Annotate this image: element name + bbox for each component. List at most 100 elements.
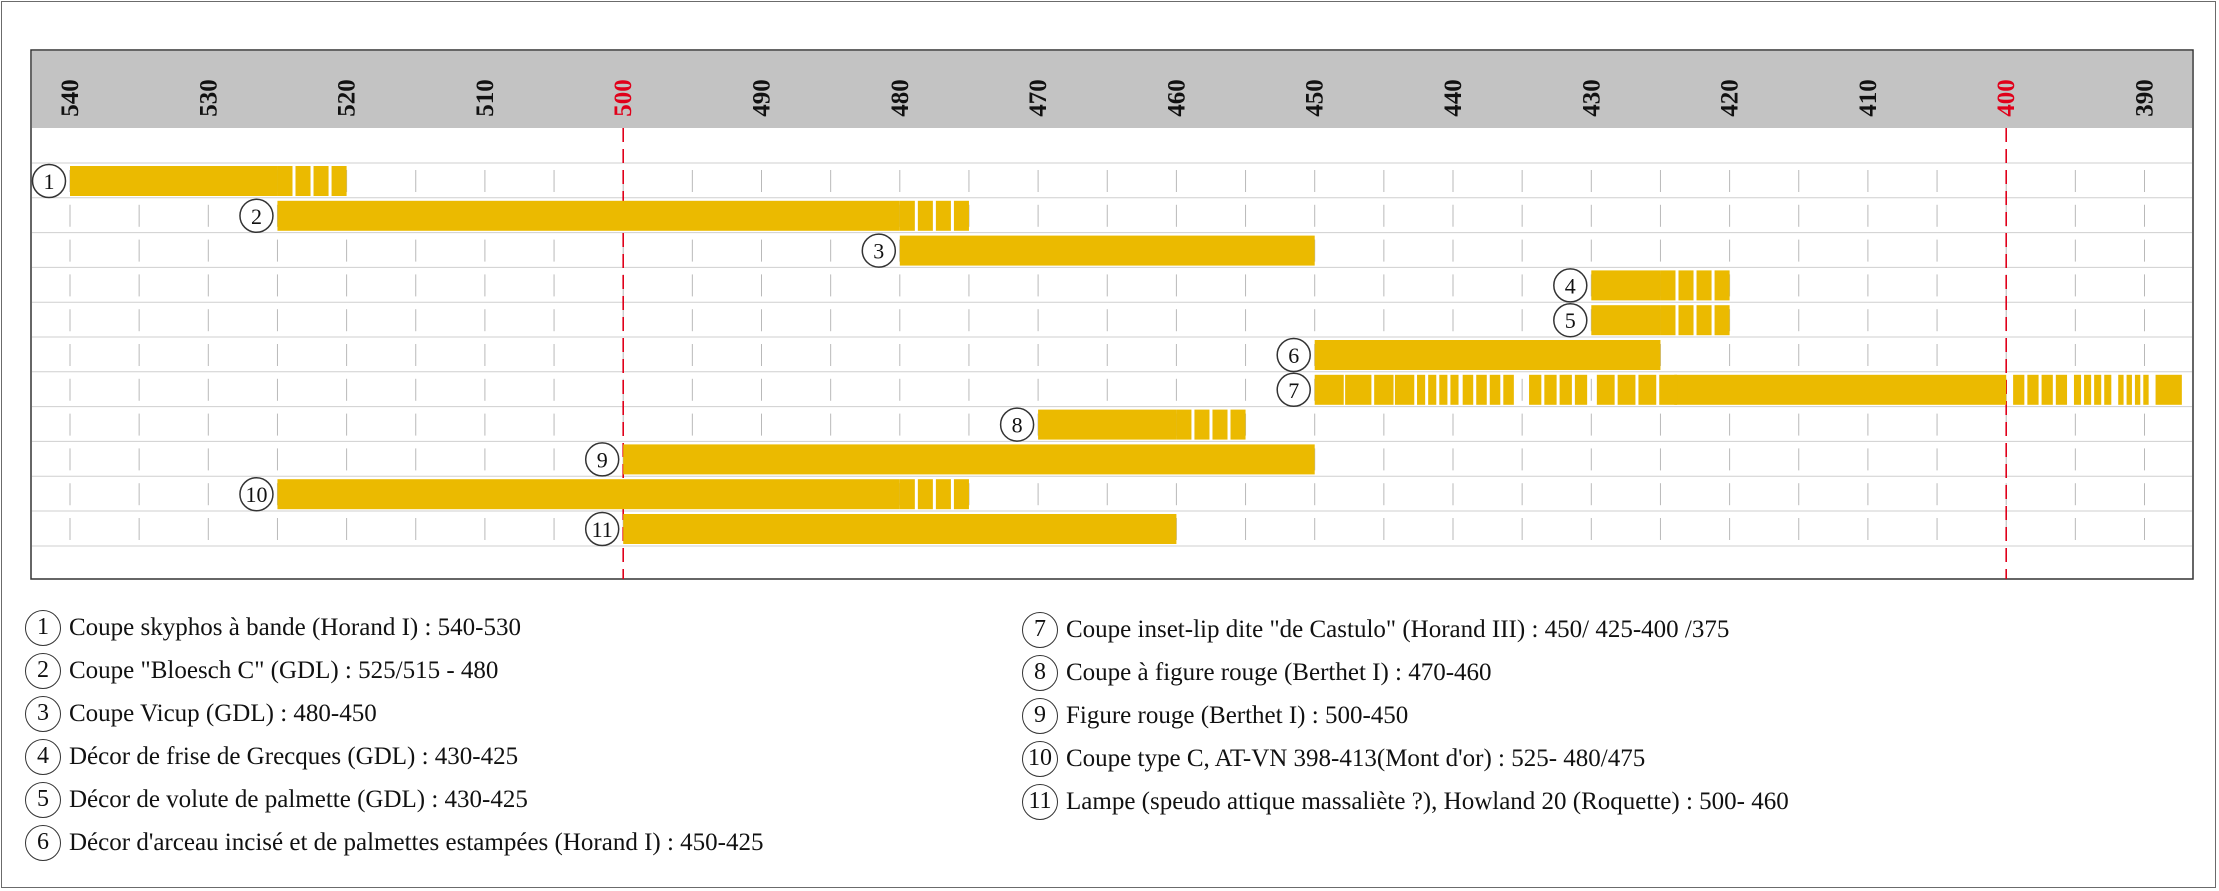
legend-number: 9: [1022, 697, 1058, 734]
row-marker-circle: [1276, 337, 1311, 373]
axis-header: [32, 51, 2192, 128]
bar-uncertain-7: [2126, 374, 2132, 405]
legend-number: 4: [25, 738, 61, 775]
bar-uncertain-1: [295, 166, 311, 196]
bar-uncertain-7: [1559, 374, 1572, 405]
legend-text: Coupe à figure rouge (Berthet I) : 470-4…: [1066, 658, 1492, 686]
bar-uncertain-7: [1489, 374, 1501, 405]
bar-solid-11: [623, 514, 1177, 544]
bar-uncertain-7: [2094, 374, 2102, 405]
row-marker-label: 2: [251, 204, 262, 229]
legend-text: Décor d'arceau incisé et de palmettes es…: [69, 828, 764, 856]
bar-uncertain-4: [1660, 270, 1676, 301]
legend-number: 2: [25, 652, 61, 689]
row-marker-label: 11: [592, 517, 613, 542]
bar-uncertain-7: [1574, 374, 1588, 405]
bar-uncertain-7: [1617, 374, 1636, 405]
legend-number: 3: [25, 695, 61, 732]
tick-label: 530: [195, 79, 222, 117]
row-marker-circle: [861, 233, 897, 268]
bar-uncertain-7: [1417, 374, 1426, 405]
legend-number: 5: [25, 781, 61, 818]
bar-uncertain-10: [917, 479, 933, 510]
legend-text: Coupe skyphos à bande (Horand I) : 540-5…: [69, 613, 521, 641]
bar-uncertain-7: [2013, 374, 2025, 405]
bar-uncertain-5: [1714, 305, 1730, 336]
row-markers: 1 2 3 4 5 6 7 8 9 10 11: [31, 163, 1588, 547]
bar-solid-7: [1674, 374, 2007, 405]
bar-uncertain-7: [1314, 374, 1344, 405]
legend-item: 1 Coupe skyphos à bande (Horand I) : 540-…: [25, 606, 764, 649]
bar-uncertain-7: [1450, 374, 1459, 405]
bar-solid-5: [1591, 305, 1661, 336]
bar-uncertain-10: [953, 479, 969, 510]
legend-item: 3 Coupe Vicup (GDL) : 480-450: [25, 692, 764, 735]
row-marker-circle: [1553, 302, 1588, 338]
bar-uncertain-10: [935, 479, 951, 510]
legend-text: Figure rouge (Berthet I) : 500-450: [1066, 701, 1409, 729]
legend-text: Coupe type C, AT-VN 398-413(Mont d'or) :…: [1066, 744, 1646, 772]
bar-uncertain-7: [1529, 374, 1542, 405]
row-marker-label: 6: [1288, 343, 1299, 368]
bar-uncertain-5: [1696, 305, 1712, 336]
bar-uncertain-7: [2041, 374, 2053, 405]
bar-uncertain-2: [917, 200, 933, 231]
legend-item: 8 Coupe à figure rouge (Berthet I) : 470-…: [1022, 651, 1789, 694]
legend-number: 10: [1022, 740, 1058, 777]
bar-uncertain-7: [2118, 374, 2124, 405]
bar-uncertain-8: [1194, 409, 1210, 440]
tick-label: 520: [334, 79, 361, 117]
legend-item: 5 Décor de volute de palmette (GDL) : 430…: [25, 778, 764, 821]
bar-uncertain-7: [2073, 374, 2082, 405]
legend-number: 8: [1022, 654, 1058, 691]
bar-uncertain-7: [2155, 374, 2182, 405]
legend-item: 9 Figure rouge (Berthet I) : 500-450: [1022, 694, 1789, 737]
legend-text: Coupe Vicup (GDL) : 480-450: [69, 699, 377, 727]
bar-solid-3: [899, 235, 1315, 266]
legend-text: Coupe inset-lip dite "de Castulo" (Horan…: [1066, 615, 1730, 643]
tick-label: 440: [1440, 79, 1467, 117]
tick-label: 420: [1717, 79, 1744, 117]
legend-text: Décor de frise de Grecques (GDL) : 430-4…: [69, 742, 519, 770]
legend-text: Coupe "Bloesch C" (GDL) : 525/515 - 480: [69, 656, 499, 684]
bars-layer: [70, 166, 2182, 544]
bar-uncertain-7: [2055, 374, 2068, 405]
bar-uncertain-2: [953, 200, 969, 231]
row-marker-circle: [239, 476, 274, 512]
bar-uncertain-7: [1544, 374, 1557, 405]
tick-label: 480: [887, 79, 914, 117]
bar-uncertain-5: [1660, 305, 1676, 336]
legend-item: 2 Coupe "Bloesch C" (GDL) : 525/515 - 480: [25, 649, 764, 692]
legend-number: 7: [1022, 611, 1058, 648]
legend-item: 11 Lampe (speudo attique massaliète ?), H…: [1022, 780, 1789, 823]
tick-label: 500: [610, 79, 637, 117]
bar-uncertain-7: [1439, 374, 1448, 405]
tick-label: 460: [1163, 79, 1190, 117]
bar-uncertain-7: [1638, 374, 1657, 405]
bar-uncertain-1: [313, 166, 329, 196]
bar-uncertain-7: [1462, 374, 1474, 405]
row-marker-label: 1: [44, 169, 55, 194]
bar-uncertain-7: [1374, 374, 1394, 405]
tick-label: 450: [1302, 79, 1329, 117]
legend-number: 6: [25, 824, 61, 861]
tick-label: 510: [472, 79, 499, 117]
tick-label: 540: [57, 79, 84, 117]
legend-number: 1: [25, 609, 61, 646]
row-marker-circle: [31, 163, 67, 199]
bar-uncertain-7: [1503, 374, 1514, 405]
tick-label: 470: [1025, 79, 1052, 117]
row-marker-circle: [1553, 268, 1588, 303]
bar-solid-6: [1314, 340, 1661, 370]
legend-item: 7 Coupe inset-lip dite "de Castulo" (Hora…: [1022, 608, 1789, 651]
bar-uncertain-7: [1345, 374, 1372, 405]
timeline-chart: 540 530 520 510 500 490 480 470 460 450 440 430 420 4…: [30, 49, 2194, 580]
bar-uncertain-7: [2027, 374, 2039, 405]
bar-uncertain-2: [935, 200, 951, 231]
legend-number: 11: [1022, 783, 1058, 820]
bar-uncertain-4: [1678, 270, 1694, 301]
row-marker-circle: [584, 442, 620, 477]
bar-uncertain-7: [2143, 374, 2149, 405]
row-marker-label: 9: [597, 447, 608, 472]
